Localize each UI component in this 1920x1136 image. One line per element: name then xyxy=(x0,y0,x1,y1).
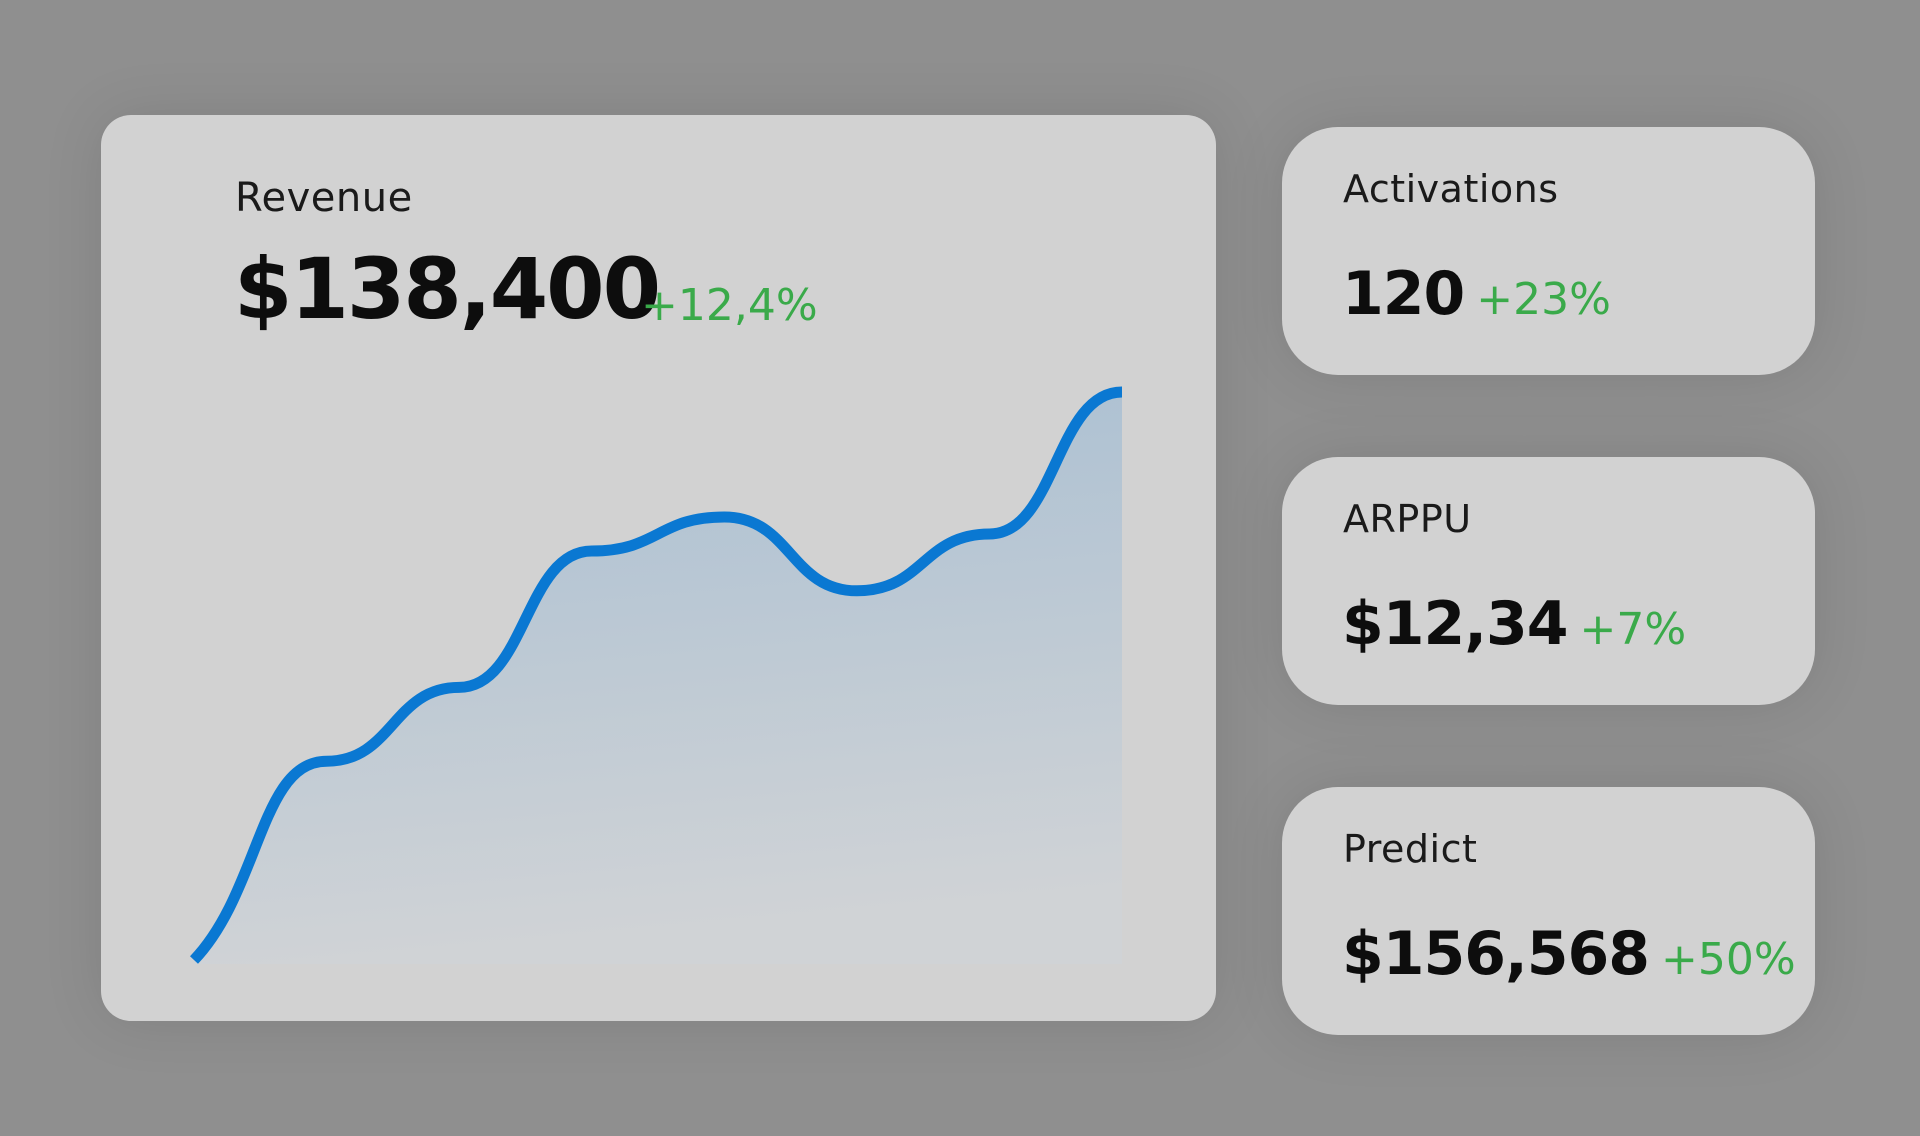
activations-value: 120 xyxy=(1342,259,1465,329)
activations-title: Activations xyxy=(1343,167,1559,211)
revenue-point-6 xyxy=(985,530,993,538)
arppu-value: $12,34 xyxy=(1342,589,1569,659)
revenue-point-0 xyxy=(190,956,198,964)
activations-delta: +23% xyxy=(1476,274,1611,325)
revenue-point-3 xyxy=(588,547,596,555)
predict-value: $156,568 xyxy=(1342,919,1650,989)
arppu-delta: +7% xyxy=(1579,604,1687,655)
arppu-row: $12,34 +7% xyxy=(1342,589,1686,659)
activations-row: 120 +23% xyxy=(1342,259,1611,329)
arppu-card[interactable]: ARPPU $12,34 +7% xyxy=(1282,457,1815,705)
revenue-point-7 xyxy=(1118,388,1126,396)
revenue-point-2 xyxy=(455,683,463,691)
revenue-point-1 xyxy=(323,757,331,765)
arppu-title: ARPPU xyxy=(1343,497,1472,541)
revenue-area-chart xyxy=(190,386,1126,964)
revenue-point-5 xyxy=(853,587,861,595)
revenue-card[interactable]: Revenue $138,400 +12,4% xyxy=(101,115,1216,1021)
predict-row: $156,568 +50% xyxy=(1342,919,1796,989)
revenue-area-fill xyxy=(194,392,1122,964)
predict-delta: +50% xyxy=(1661,934,1796,985)
revenue-point-4 xyxy=(720,513,728,521)
predict-title: Predict xyxy=(1343,827,1478,871)
revenue-value: $138,400 xyxy=(234,240,661,338)
revenue-delta: +12,4% xyxy=(641,280,818,331)
revenue-line xyxy=(190,386,1123,964)
activations-card[interactable]: Activations 120 +23% xyxy=(1282,127,1815,375)
predict-card[interactable]: Predict $156,568 +50% xyxy=(1282,787,1815,1035)
revenue-title: Revenue xyxy=(235,175,413,221)
